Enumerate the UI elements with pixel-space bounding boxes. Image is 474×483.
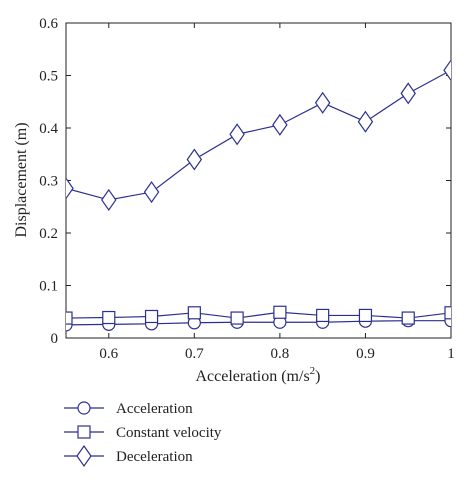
legend-marker-deceleration <box>76 444 92 468</box>
data-point-deceleration <box>229 123 245 146</box>
legend: Acceleration Constant velocity Deceleratio… <box>64 401 222 468</box>
legend-label: Constant velocity <box>116 425 222 441</box>
data-point-constant-velocity <box>444 306 451 320</box>
data-point-constant-velocity <box>102 310 116 325</box>
legend-marker-acceleration <box>77 401 91 415</box>
data-point-deceleration <box>357 110 374 133</box>
data-point-constant-velocity <box>358 308 373 323</box>
data-point-deceleration <box>143 181 160 204</box>
x-tick-label: 0.8 <box>271 346 290 362</box>
series-line-acceleration <box>66 320 451 326</box>
y-tick-label: 0.2 <box>39 226 58 242</box>
x-tick-label: 1 <box>447 346 455 362</box>
legend-label: Acceleration <box>116 401 193 417</box>
data-point-deceleration <box>186 148 203 171</box>
series-line-constant-velocity <box>66 311 451 319</box>
y-tick-label: 0.6 <box>39 16 58 32</box>
series-line-deceleration <box>66 69 451 201</box>
x-tick-label: 0.6 <box>99 346 118 362</box>
x-tick-label: 0.9 <box>356 346 375 362</box>
x-axis-label-end: ) <box>315 368 320 385</box>
data-point-constant-velocity <box>401 311 415 325</box>
y-tick-label: 0.5 <box>39 69 58 85</box>
x-tick-label: 0.7 <box>185 346 204 362</box>
y-tick-label: 0 <box>51 331 59 347</box>
data-point-deceleration <box>400 82 416 105</box>
data-point-deceleration <box>66 177 74 200</box>
legend-label: Deceleration <box>116 449 193 465</box>
data-point-constant-velocity <box>144 309 159 324</box>
series-clip-group <box>66 59 451 332</box>
legend-item-deceleration: Deceleration <box>64 444 193 468</box>
data-point-deceleration <box>272 113 288 136</box>
data-point-constant-velocity <box>230 311 244 325</box>
x-axis-label-main: Acceleration (m/s <box>196 368 310 385</box>
series-deceleration <box>66 59 451 211</box>
series-constant-velocity <box>66 305 451 325</box>
y-axis-label: Displacement (m) <box>13 122 30 237</box>
legend-item-acceleration: Acceleration <box>64 401 193 417</box>
y-tick-label: 0.4 <box>39 121 58 137</box>
data-point-constant-velocity <box>187 306 201 320</box>
plot-area-frame <box>65 22 452 339</box>
axis-ticks: 0 0.1 0.2 0.3 0.4 0.5 0.6 0.6 0.7 0.8 0.9 1 <box>39 16 455 362</box>
data-point-constant-velocity <box>273 305 287 319</box>
series-layer <box>66 59 451 332</box>
x-axis-label: Acceleration (m/s2) <box>196 365 321 385</box>
data-point-constant-velocity <box>66 311 73 325</box>
x-axis-label-superscript: 2 <box>310 365 316 377</box>
y-tick-label: 0.1 <box>39 279 58 295</box>
data-point-constant-velocity <box>316 308 330 323</box>
data-point-deceleration <box>101 188 117 211</box>
legend-marker-constant-velocity <box>77 425 91 439</box>
data-point-deceleration <box>314 91 331 114</box>
y-tick-label: 0.3 <box>39 174 58 190</box>
data-point-deceleration <box>443 59 451 82</box>
legend-item-constant-velocity: Constant velocity <box>64 425 222 441</box>
